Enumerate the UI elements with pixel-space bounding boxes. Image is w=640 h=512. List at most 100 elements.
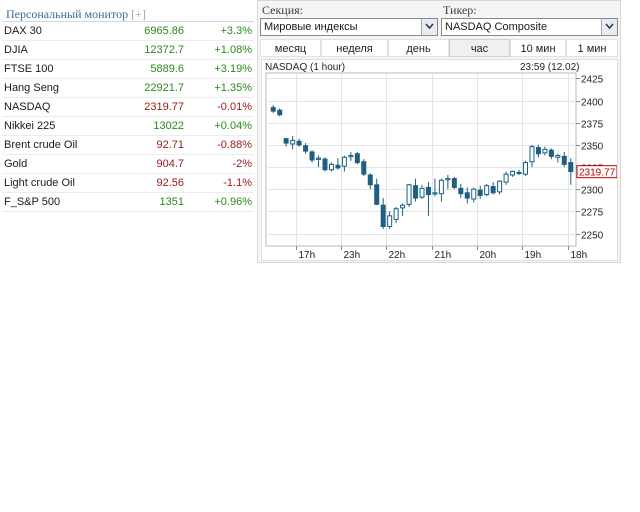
- last-price-box: [576, 165, 617, 179]
- personal-monitor: Персональный монитор [+] DAX 30 6965.86 +3.…: [2, 4, 254, 212]
- y-tick-label: 2425: [581, 75, 604, 86]
- chart-timestamp: 23:59 (12.02): [520, 62, 580, 73]
- quote-row[interactable]: F_S&P 500 1351 +0.96%: [2, 193, 254, 212]
- quote-value: 5889.6: [150, 63, 184, 75]
- quote-row[interactable]: DJIA 12372.7 +1.08%: [2, 41, 254, 60]
- quote-value: 1351: [159, 196, 184, 208]
- tab-month[interactable]: месяц: [260, 39, 321, 57]
- section-select[interactable]: Мировые индексы: [260, 18, 438, 36]
- x-tick-label: 21h: [435, 250, 452, 260]
- quote-row[interactable]: Light crude Oil 92.56 -1.1%: [2, 174, 254, 193]
- quote-change: +0.04%: [214, 120, 252, 132]
- candle-body: [270, 107, 276, 112]
- candle-body: [522, 162, 528, 175]
- tab-day[interactable]: день: [388, 39, 449, 57]
- candle-body: [438, 179, 444, 195]
- candle-body: [354, 153, 360, 164]
- quote-row[interactable]: DAX 30 6965.86 +3.3%: [2, 22, 254, 41]
- candle-body: [497, 180, 503, 193]
- candle-body: [328, 163, 334, 171]
- y-tick-label: 2275: [581, 208, 604, 219]
- candle-body: [303, 145, 309, 152]
- candle-body: [548, 149, 554, 157]
- x-tick-label: 20h: [480, 250, 497, 260]
- quote-value: 92.71: [156, 139, 184, 151]
- tab-10min[interactable]: 10 мин: [510, 39, 566, 57]
- x-tick-label: 18h: [571, 250, 588, 260]
- candle-body: [309, 151, 315, 161]
- candle-body: [464, 192, 470, 199]
- quote-change: +3.19%: [214, 63, 252, 75]
- candle-body: [316, 157, 322, 160]
- chart-panel: Секция: Тикер: Мировые индексы NASDAQ Co…: [257, 0, 621, 263]
- y-tick-label: 2350: [581, 142, 604, 153]
- quote-value: 13022: [153, 120, 184, 132]
- quote-name: DAX 30: [4, 25, 42, 37]
- candle-body: [348, 155, 354, 158]
- x-tick-label: 17h: [299, 250, 316, 260]
- candle-body: [542, 148, 548, 154]
- candle-body: [400, 204, 406, 209]
- ticker-dropdown-arrow-icon[interactable]: [601, 19, 617, 35]
- candle-body: [322, 158, 328, 171]
- quote-value: 22921.7: [144, 82, 184, 94]
- candle-body: [484, 185, 490, 196]
- quote-name: Brent crude Oil: [4, 139, 78, 151]
- quote-row[interactable]: Hang Seng 22921.7 +1.35%: [2, 79, 254, 98]
- quote-change: +1.35%: [214, 82, 252, 94]
- quote-row[interactable]: Nikkei 225 13022 +0.04%: [2, 117, 254, 136]
- y-tick-label: 2300: [581, 186, 604, 197]
- quote-change: +0.96%: [214, 196, 252, 208]
- candle-body: [568, 162, 574, 172]
- section-dropdown-arrow-icon[interactable]: [421, 19, 437, 35]
- y-tick-label: 2375: [581, 120, 604, 131]
- candle-body: [458, 187, 464, 195]
- quote-change: -1.1%: [223, 177, 252, 189]
- candle-body: [413, 185, 419, 199]
- tab-week[interactable]: неделя: [321, 39, 388, 57]
- candle-body: [425, 186, 431, 196]
- candle-body: [555, 155, 561, 158]
- ticker-label: Тикер:: [443, 3, 477, 17]
- candle-body: [510, 170, 516, 176]
- candle-body: [406, 184, 412, 205]
- quote-name: Nikkei 225: [4, 120, 56, 132]
- monitor-title: Персональный монитор: [6, 7, 129, 21]
- quote-change: -2%: [232, 158, 252, 170]
- quote-row[interactable]: NASDAQ 2319.77 -0.01%: [2, 98, 254, 117]
- candle-body: [503, 173, 509, 183]
- quote-row[interactable]: FTSE 100 5889.6 +3.19%: [2, 60, 254, 79]
- expand-button[interactable]: [+]: [131, 7, 146, 21]
- quote-value: 6965.86: [144, 25, 184, 37]
- candle-body: [277, 109, 283, 116]
- quote-name: NASDAQ: [4, 101, 51, 113]
- candle-body: [380, 204, 386, 227]
- quote-value: 92.56: [156, 177, 184, 189]
- quote-value: 904.7: [156, 158, 184, 170]
- timeframe-tabs: месяц неделя день час 10 мин 1 мин: [260, 39, 618, 57]
- tab-hour[interactable]: час: [449, 39, 510, 57]
- candle-body: [296, 140, 302, 146]
- candle-body: [283, 138, 289, 144]
- quote-row[interactable]: Gold 904.7 -2%: [2, 155, 254, 174]
- candle-body: [341, 156, 347, 167]
- quote-name: F_S&P 500: [4, 196, 61, 208]
- candlestick-chart: 2425240023752350232523002275225017h23h22…: [261, 59, 618, 261]
- quote-row[interactable]: Brent crude Oil 92.71 -0.88%: [2, 136, 254, 155]
- ticker-select-value: NASDAQ Composite: [445, 21, 548, 33]
- quote-value: 2319.77: [144, 101, 184, 113]
- section-select-value: Мировые индексы: [264, 21, 358, 33]
- ticker-select[interactable]: NASDAQ Composite: [441, 18, 618, 36]
- candle-body: [335, 164, 341, 169]
- x-tick-label: 23h: [344, 250, 361, 260]
- candle-body: [361, 161, 367, 175]
- chart-title: NASDAQ (1 hour): [265, 62, 346, 73]
- candle-body: [471, 188, 477, 200]
- quotes-list: DAX 30 6965.86 +3.3% DJIA 12372.7 +1.08% FTSE …: [2, 22, 254, 212]
- candle-body: [477, 189, 483, 196]
- candle-body: [561, 155, 567, 165]
- x-tick-label: 19h: [525, 250, 542, 260]
- last-price-label: 2319.77: [579, 168, 616, 179]
- tab-1min[interactable]: 1 мин: [566, 39, 618, 57]
- quote-name: Gold: [4, 158, 28, 170]
